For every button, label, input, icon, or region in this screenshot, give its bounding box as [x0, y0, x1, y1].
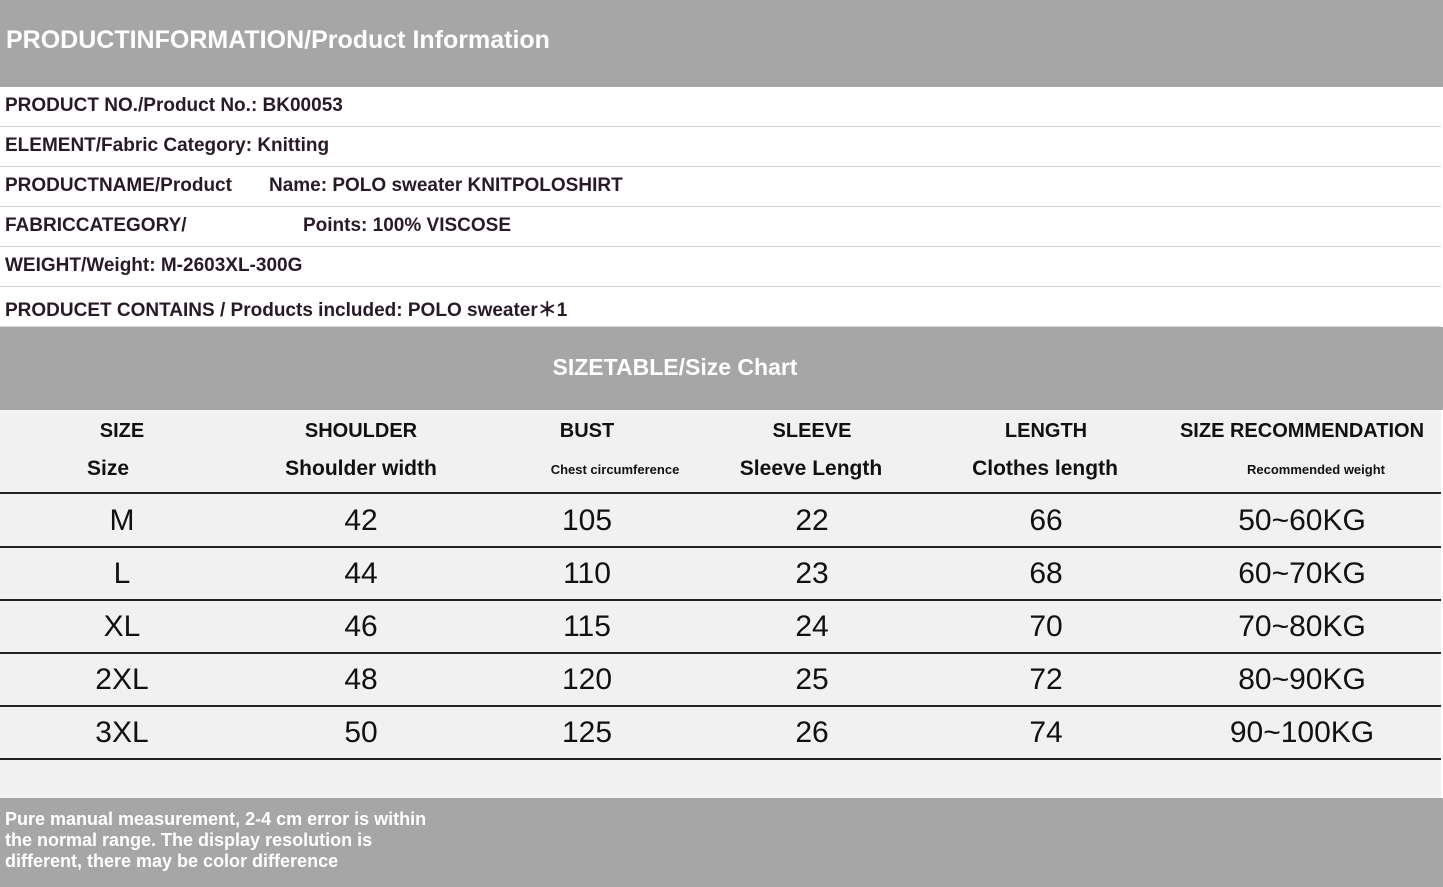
- table-cell: 24: [795, 610, 829, 643]
- table-cell: 22: [795, 504, 829, 537]
- table-cell: 80~90KG: [1238, 663, 1366, 696]
- table-cell: 68: [1029, 557, 1063, 590]
- table-cell: 60~70KG: [1238, 557, 1366, 590]
- info-label: PRODUCTNAME/Product: [5, 175, 232, 196]
- info-label: WEIGHT/Weight: M-2603XL-300G: [5, 255, 303, 276]
- table-cell: 42: [344, 504, 378, 537]
- column-subheader: Size: [86, 457, 130, 480]
- size-chart-table: SIZE Size SHOULDER Shoulder width BUST Chest …: [0, 410, 1441, 798]
- column-subheader: Sleeve Length: [739, 457, 883, 480]
- table-row: L 44 110 23 68 60~70KG: [0, 547, 1441, 601]
- table-row: M 42 105 22 66 50~60KG: [0, 494, 1441, 548]
- column-header: BUST: [559, 420, 615, 442]
- table-cell: 50: [344, 716, 378, 749]
- column-header: SIZE RECOMMENDATION: [1179, 420, 1425, 442]
- table-cell: 110: [563, 557, 611, 590]
- size-chart-title: SIZETABLE/Size Chart: [552, 354, 798, 380]
- table-cell: 125: [561, 716, 613, 749]
- info-row: ELEMENT/Fabric Category: Knitting: [0, 127, 1441, 167]
- table-cell: 115: [563, 610, 611, 643]
- footer-note: Pure manual measurement, 2-4 cm error is…: [5, 809, 427, 871]
- table-row: 3XL 50 125 26 74 90~100KG: [0, 706, 1441, 760]
- table-cell: 50~60KG: [1238, 504, 1366, 537]
- info-row: WEIGHT/Weight: M-2603XL-300G: [0, 247, 1441, 287]
- table-cell: 2XL: [95, 663, 149, 696]
- table-cell: M: [109, 504, 135, 537]
- table-cell: 90~100KG: [1229, 716, 1375, 749]
- table-cell: 44: [344, 557, 378, 590]
- info-row: PRODUCET CONTAINS / Products included: P…: [0, 287, 1441, 327]
- column-header: SLEEVE: [772, 420, 852, 442]
- table-cell: XL: [103, 610, 141, 643]
- column-subheader: Recommended weight: [1247, 462, 1385, 477]
- column-subheader: Shoulder width: [285, 457, 437, 480]
- table-cell: 23: [795, 557, 829, 590]
- size-chart-header: SIZETABLE/Size Chart: [0, 327, 1443, 410]
- column-header: SHOULDER: [304, 420, 418, 442]
- info-label: PRODUCET CONTAINS / Products included: P…: [5, 300, 568, 321]
- table-row: 2XL 48 120 25 72 80~90KG: [0, 653, 1441, 707]
- table-cell: 74: [1029, 716, 1063, 749]
- table-cell: 46: [344, 610, 378, 643]
- footer-note-band: Pure manual measurement, 2-4 cm error is…: [0, 798, 1443, 887]
- header-divider: [0, 492, 1441, 494]
- table-cell: 120: [561, 663, 613, 696]
- column-subheader: Clothes length: [972, 457, 1118, 480]
- table-cell: L: [113, 557, 131, 590]
- table-cell: 72: [1029, 663, 1063, 696]
- info-label: ELEMENT/Fabric Category: Knitting: [5, 135, 330, 156]
- info-row: PRODUCT NO./Product No.: BK00053: [0, 87, 1441, 127]
- table-row: XL 46 115 24 70 70~80KG: [0, 600, 1441, 654]
- table-cell: 70: [1029, 610, 1063, 643]
- table-cell: 48: [344, 663, 378, 696]
- info-row: FABRICCATEGORY/Points: 100% VISCOSE: [0, 207, 1441, 247]
- header-title: PRODUCTINFORMATION/Product Information: [6, 26, 550, 54]
- table-cell: 105: [561, 504, 613, 537]
- table-cell: 25: [795, 663, 829, 696]
- column-subheader: Chest circumference: [550, 462, 680, 477]
- table-cell: 66: [1029, 504, 1063, 537]
- info-value: Name: POLO sweater KNITPOLOSHIRT: [269, 175, 623, 196]
- product-information-header: PRODUCTINFORMATION/Product Information: [0, 0, 1443, 87]
- table-cell: 70~80KG: [1238, 610, 1366, 643]
- info-label: PRODUCT NO./Product No.: BK00053: [5, 95, 343, 116]
- info-label: FABRICCATEGORY/: [5, 215, 187, 236]
- table-cell: 3XL: [95, 716, 149, 749]
- info-row: PRODUCTNAME/Product Name: POLO sweater KN…: [0, 167, 1441, 207]
- info-value: Points: 100% VISCOSE: [303, 215, 512, 236]
- column-header: LENGTH: [1004, 420, 1088, 442]
- table-cell: 26: [795, 716, 829, 749]
- column-header: SIZE: [99, 420, 145, 442]
